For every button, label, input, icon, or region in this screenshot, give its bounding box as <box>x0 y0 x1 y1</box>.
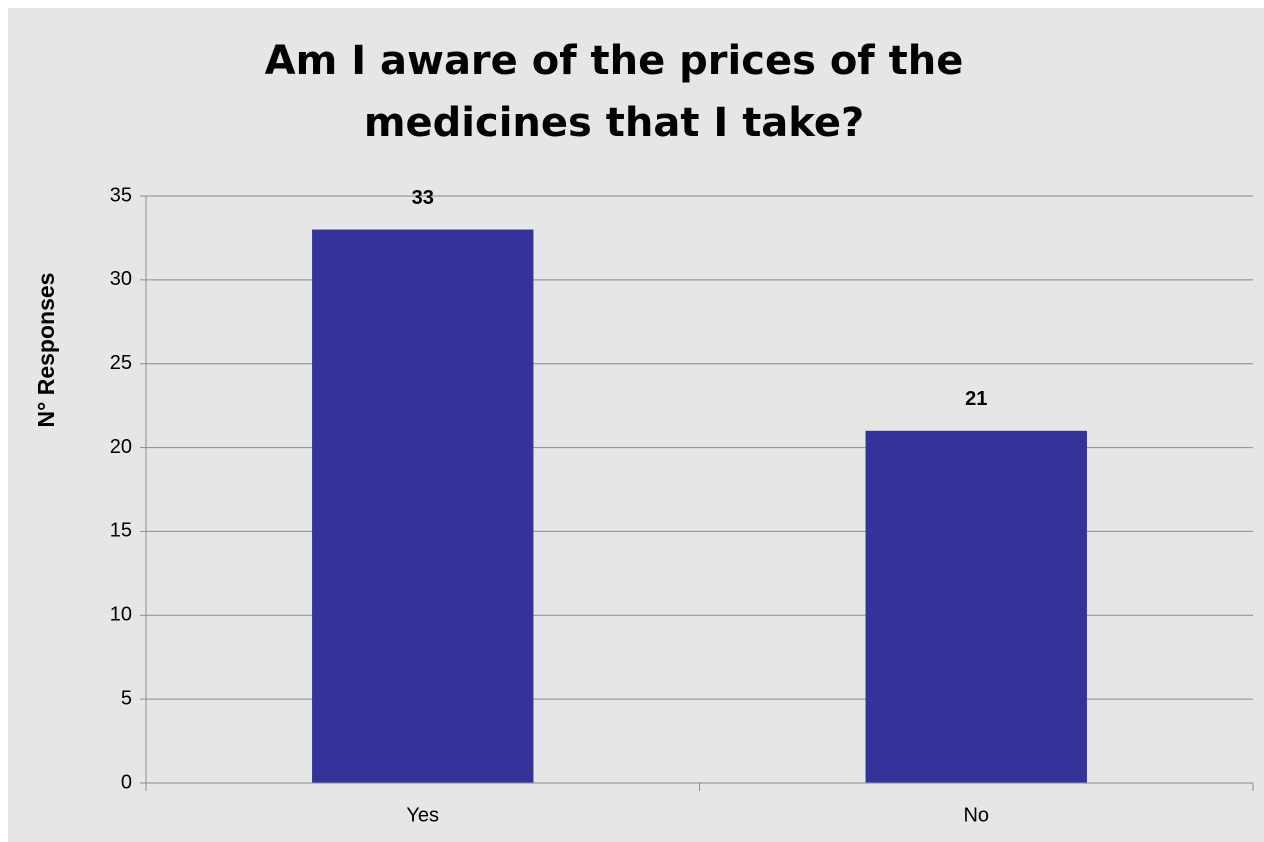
chart-title: Am I aware of the prices of the medicine… <box>264 38 964 146</box>
y-tick-label: 15 <box>110 520 132 542</box>
data-label: 33 <box>412 187 434 209</box>
x-tick-label: No <box>963 804 989 826</box>
y-tick-label: 20 <box>110 436 132 458</box>
y-tick-label: 5 <box>121 687 132 709</box>
y-tick-label: 0 <box>121 771 132 793</box>
x-tick-label: Yes <box>406 804 439 826</box>
y-tick-label: 10 <box>110 604 132 626</box>
data-label: 21 <box>965 388 987 410</box>
y-tick-label: 35 <box>110 184 132 206</box>
bar <box>865 430 1087 783</box>
bar <box>312 229 534 784</box>
y-tick-label: 30 <box>110 268 132 290</box>
y-tick-label: 25 <box>110 352 132 374</box>
y-axis-label: N° Responses <box>33 273 59 428</box>
